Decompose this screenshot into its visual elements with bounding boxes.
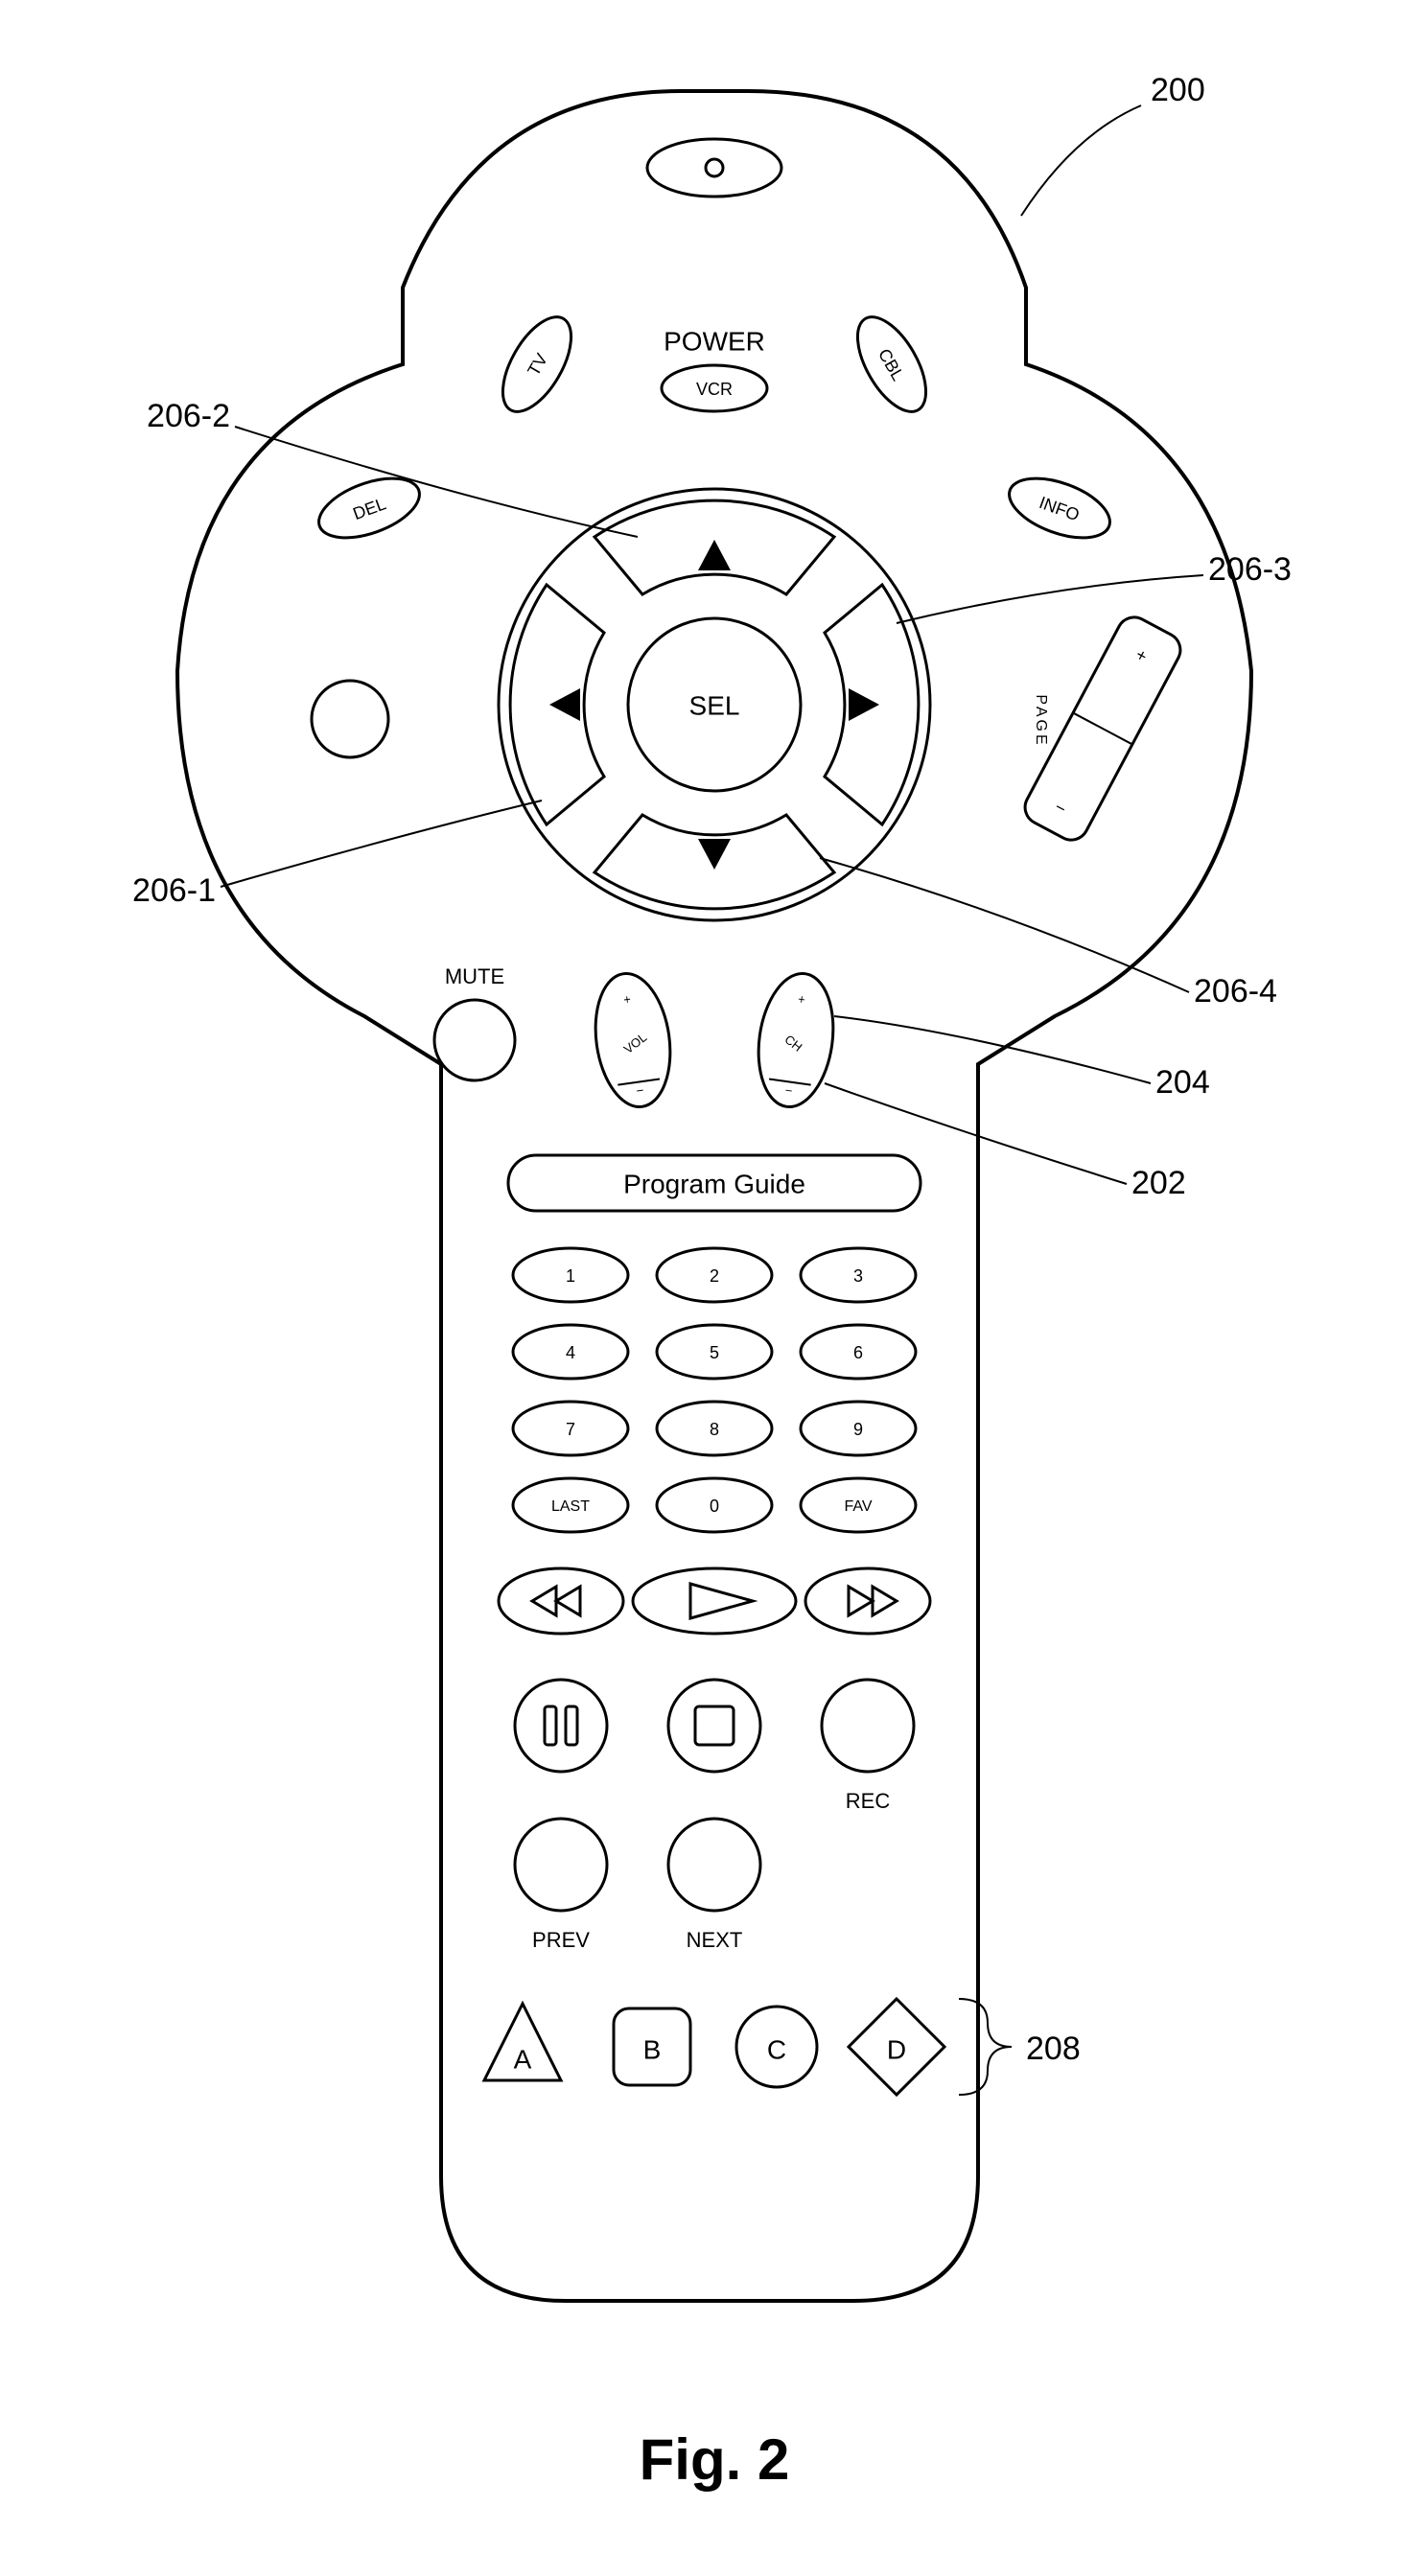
rec-button[interactable]: [822, 1680, 914, 1772]
sel-label: SEL: [689, 690, 740, 720]
callout-204: 204: [1155, 1064, 1210, 1101]
mute-label: MUTE: [445, 964, 504, 988]
page-label: PAGE: [1033, 694, 1049, 747]
rec-label: REC: [846, 1789, 891, 1813]
stop-button[interactable]: [668, 1680, 760, 1772]
prev-label: PREV: [532, 1928, 590, 1952]
callout-200: 200: [1151, 72, 1205, 108]
softkey-d-label: D: [887, 2034, 906, 2064]
aux-circle-button[interactable]: [312, 681, 388, 757]
key-9-label: 9: [853, 1420, 863, 1439]
figure-canvas: POWER TV CBL VCR DEL INFO SEL: [0, 0, 1422, 2576]
callout-206-2: 206-2: [147, 398, 230, 434]
program-guide-label: Program Guide: [623, 1169, 805, 1198]
power-label: POWER: [664, 326, 765, 356]
callout-208: 208: [1026, 2031, 1081, 2067]
softkey-b-label: B: [643, 2034, 662, 2064]
key-1-label: 1: [566, 1266, 575, 1286]
callout-206-4: 206-4: [1194, 973, 1277, 1010]
leader-200: [1021, 105, 1141, 216]
power-indicator-icon: [706, 159, 723, 176]
key-5-label: 5: [710, 1343, 719, 1362]
softkey-a-label: A: [514, 2044, 532, 2074]
callout-202: 202: [1131, 1165, 1186, 1201]
key-fav-label: FAV: [844, 1498, 872, 1515]
key-3-label: 3: [853, 1266, 863, 1286]
mute-button[interactable]: [434, 1000, 515, 1080]
callout-206-1: 206-1: [132, 872, 216, 909]
ffwd-button[interactable]: [805, 1568, 930, 1634]
key-0-label: 0: [710, 1497, 719, 1516]
pause-button[interactable]: [515, 1680, 607, 1772]
softkey-c-label: C: [767, 2034, 786, 2064]
play-button[interactable]: [633, 1568, 796, 1634]
callout-206-3: 206-3: [1208, 551, 1292, 588]
figure-caption: Fig. 2: [640, 2427, 790, 2492]
key-last-label: LAST: [551, 1498, 590, 1515]
rewind-button[interactable]: [499, 1568, 623, 1634]
key-7-label: 7: [566, 1420, 575, 1439]
key-4-label: 4: [566, 1343, 575, 1362]
key-8-label: 8: [710, 1420, 719, 1439]
vcr-label: VCR: [696, 380, 733, 399]
next-button[interactable]: [668, 1819, 760, 1911]
key-2-label: 2: [710, 1266, 719, 1286]
prev-button[interactable]: [515, 1819, 607, 1911]
next-label: NEXT: [687, 1928, 743, 1952]
key-6-label: 6: [853, 1343, 863, 1362]
